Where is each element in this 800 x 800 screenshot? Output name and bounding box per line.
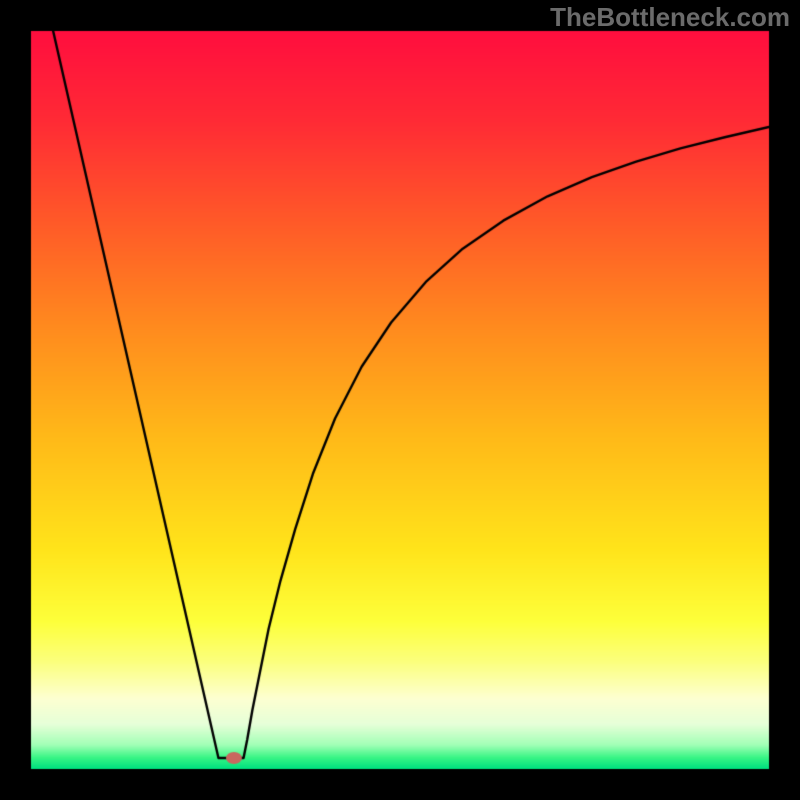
bottleneck-chart xyxy=(0,0,800,800)
